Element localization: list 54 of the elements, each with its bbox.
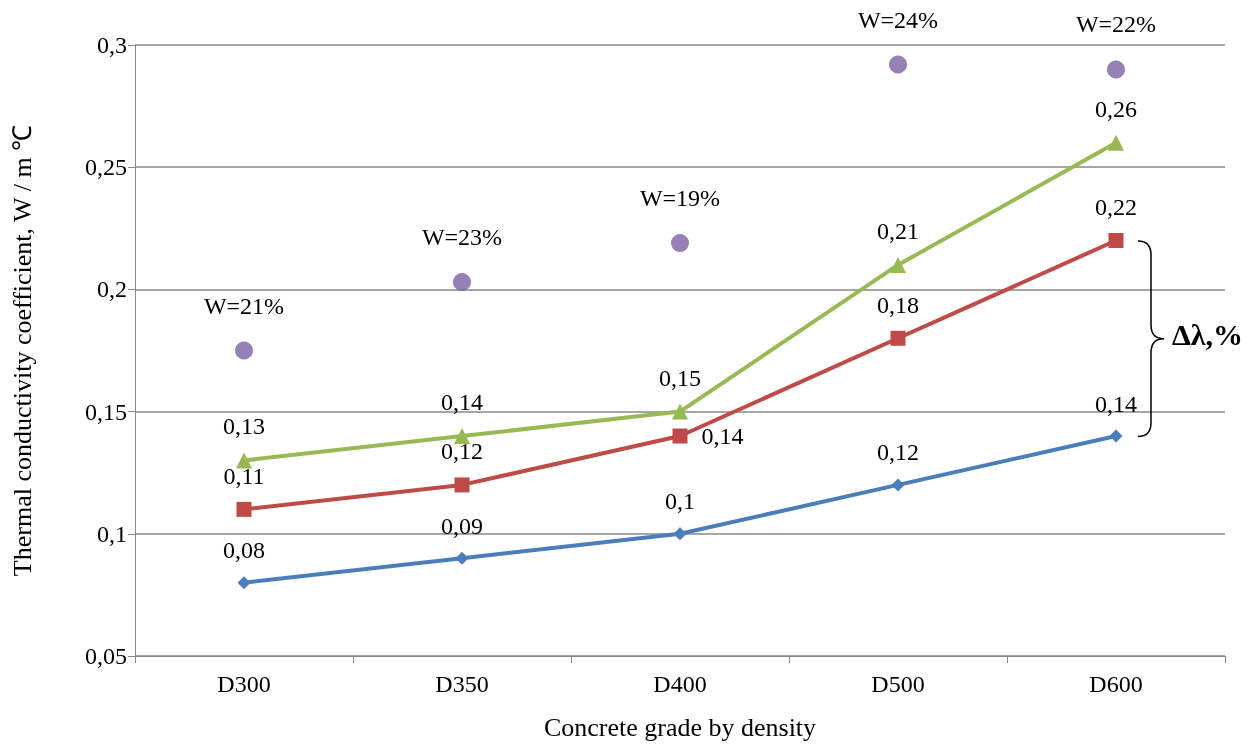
data-label: 0,11 bbox=[223, 462, 265, 489]
point bbox=[890, 330, 906, 346]
data-label: 0,09 bbox=[441, 512, 483, 539]
point bbox=[672, 428, 688, 444]
x-tick-label: D300 bbox=[217, 671, 271, 697]
point bbox=[890, 256, 906, 273]
x-tick-label: D350 bbox=[435, 671, 489, 697]
point bbox=[1108, 134, 1124, 151]
data-label: 0,08 bbox=[223, 537, 265, 564]
point bbox=[236, 501, 252, 517]
data-label: 0,21 bbox=[877, 217, 919, 244]
annotation: W=21% bbox=[203, 292, 285, 320]
annotation: W=22% bbox=[1075, 11, 1157, 39]
y-tick-label: 0,2 bbox=[97, 276, 127, 303]
y-tick-label: 0,3 bbox=[97, 32, 127, 58]
point bbox=[454, 477, 470, 493]
y-tick-label: 0,15 bbox=[85, 398, 127, 425]
point bbox=[235, 341, 253, 360]
data-label: 0,13 bbox=[223, 413, 265, 440]
point bbox=[455, 551, 469, 565]
point bbox=[891, 478, 905, 492]
y-tick-label: 0,05 bbox=[85, 643, 127, 669]
data-label: 0,12 bbox=[441, 438, 483, 465]
point bbox=[1108, 233, 1124, 249]
point bbox=[671, 233, 689, 252]
data-label: 0,18 bbox=[877, 291, 919, 318]
point bbox=[673, 527, 687, 541]
annotation: W=23% bbox=[421, 224, 503, 252]
point bbox=[889, 55, 907, 74]
data-label: 0,22 bbox=[1095, 194, 1137, 221]
data-label: 0,14 bbox=[701, 423, 744, 450]
data-label: 0,14 bbox=[441, 389, 483, 416]
annotation: W=24% bbox=[857, 6, 939, 34]
point bbox=[1109, 429, 1123, 443]
point bbox=[454, 428, 470, 445]
data-label: 0,15 bbox=[659, 364, 701, 391]
x-tick-label: D600 bbox=[1089, 671, 1143, 697]
y-tick-label: 0,1 bbox=[97, 520, 127, 547]
y-tick-label: 0,25 bbox=[85, 154, 127, 181]
x-axis-title: Concrete grade by density bbox=[543, 712, 817, 742]
data-label: 0,14 bbox=[1095, 390, 1137, 417]
annotation: W=19% bbox=[639, 184, 721, 212]
point bbox=[1107, 60, 1125, 79]
point bbox=[672, 403, 688, 420]
point bbox=[453, 273, 471, 292]
data-label: 0,12 bbox=[877, 439, 919, 466]
point bbox=[236, 452, 252, 469]
annotation: Δλ,% bbox=[1172, 318, 1244, 353]
data-label: 0,26 bbox=[1095, 95, 1137, 122]
x-tick-label: D500 bbox=[871, 671, 925, 697]
y-axis-title: Thermal conductivity coefficient, W / m ℃ bbox=[7, 124, 37, 577]
x-tick-label: D400 bbox=[653, 671, 707, 697]
point bbox=[237, 576, 251, 590]
data-label: 0,1 bbox=[665, 488, 695, 515]
